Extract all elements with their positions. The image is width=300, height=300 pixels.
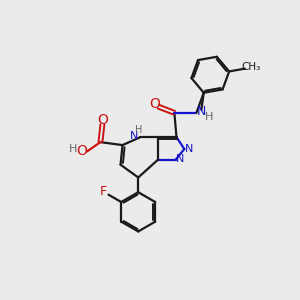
Text: H: H xyxy=(134,125,142,135)
Text: N: N xyxy=(185,144,194,154)
Text: H: H xyxy=(205,112,213,122)
Text: N: N xyxy=(176,154,184,164)
Text: O: O xyxy=(76,145,88,158)
Text: F: F xyxy=(100,185,107,198)
Text: O: O xyxy=(97,112,108,127)
Text: N: N xyxy=(130,131,139,141)
Text: O: O xyxy=(149,97,160,111)
Text: CH₃: CH₃ xyxy=(241,62,260,72)
Text: H: H xyxy=(69,143,77,154)
Text: N: N xyxy=(197,105,206,118)
